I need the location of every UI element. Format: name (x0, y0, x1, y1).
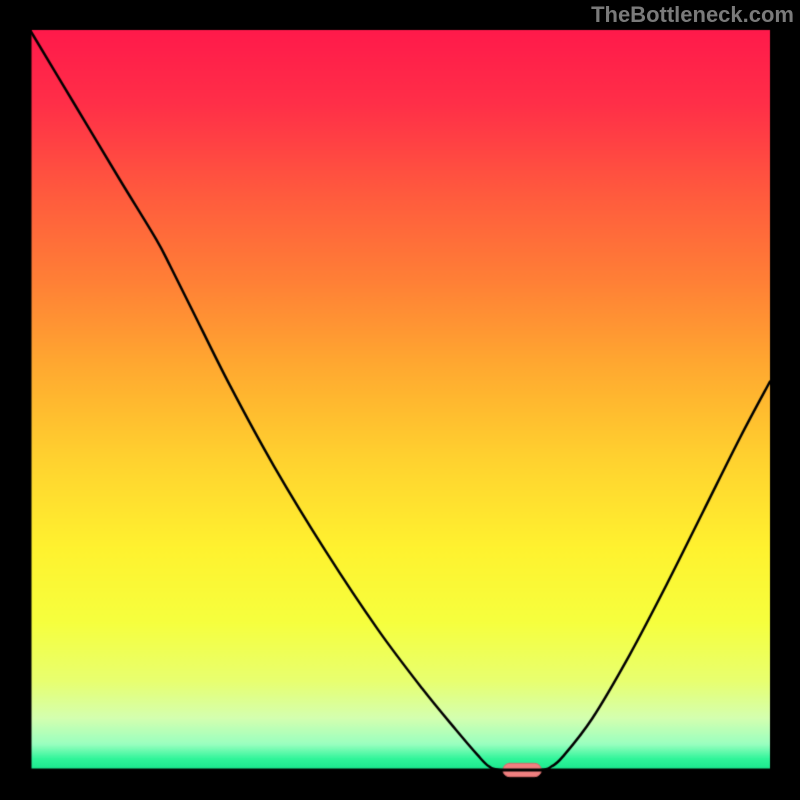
bottleneck-chart (0, 0, 800, 800)
attribution-text: TheBottleneck.com (591, 0, 800, 28)
